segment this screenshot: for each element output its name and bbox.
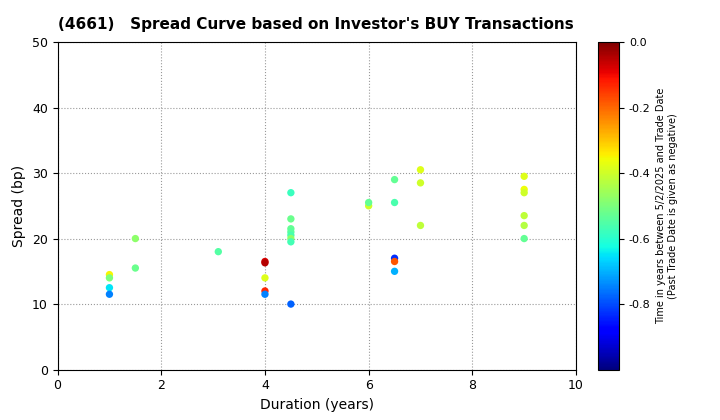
Point bbox=[518, 189, 530, 196]
Point bbox=[212, 248, 224, 255]
Point bbox=[285, 239, 297, 245]
Point bbox=[389, 258, 400, 265]
Point bbox=[518, 235, 530, 242]
Point bbox=[415, 179, 426, 186]
Point bbox=[104, 271, 115, 278]
Point bbox=[130, 265, 141, 271]
Point bbox=[415, 222, 426, 229]
Point bbox=[518, 212, 530, 219]
Point bbox=[259, 258, 271, 265]
Point bbox=[518, 222, 530, 229]
Point bbox=[104, 275, 115, 281]
Y-axis label: Spread (bp): Spread (bp) bbox=[12, 165, 27, 247]
Point bbox=[259, 260, 271, 266]
Point bbox=[518, 173, 530, 180]
X-axis label: Duration (years): Duration (years) bbox=[260, 398, 374, 412]
Point bbox=[285, 232, 297, 239]
Point bbox=[363, 199, 374, 206]
Point bbox=[389, 176, 400, 183]
Point bbox=[285, 215, 297, 222]
Point bbox=[259, 291, 271, 298]
Point bbox=[285, 226, 297, 232]
Point bbox=[285, 189, 297, 196]
Point bbox=[285, 301, 297, 307]
Point bbox=[259, 288, 271, 294]
Y-axis label: Time in years between 5/2/2025 and Trade Date
(Past Trade Date is given as negat: Time in years between 5/2/2025 and Trade… bbox=[656, 88, 678, 324]
Point bbox=[389, 199, 400, 206]
Point bbox=[130, 235, 141, 242]
Point bbox=[259, 275, 271, 281]
Point bbox=[285, 228, 297, 235]
Point bbox=[389, 255, 400, 262]
Point bbox=[104, 284, 115, 291]
Point bbox=[389, 268, 400, 275]
Point bbox=[104, 291, 115, 298]
Text: (4661)   Spread Curve based on Investor's BUY Transactions: (4661) Spread Curve based on Investor's … bbox=[58, 17, 573, 32]
Point bbox=[415, 166, 426, 173]
Point bbox=[285, 235, 297, 242]
Point bbox=[518, 186, 530, 193]
Point bbox=[363, 202, 374, 209]
